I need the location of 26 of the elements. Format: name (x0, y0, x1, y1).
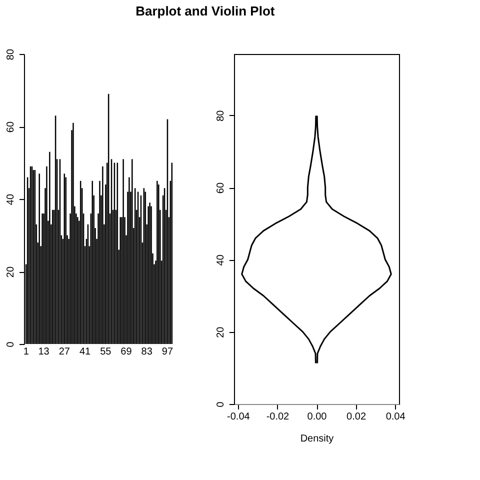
x-tick-label: 13 (38, 346, 50, 358)
x-tick-label: 1 (23, 346, 30, 358)
x-axis-title: Density (300, 434, 334, 444)
line-series (241, 116, 392, 364)
y-tick-label: 20 (216, 326, 226, 338)
x-tick-label: 55 (100, 346, 112, 358)
y-tick-label: 20 (6, 266, 16, 278)
x-tick-label: -0.04 (227, 412, 250, 422)
x-tick-label: 83 (141, 346, 153, 358)
x-tick-label: -0.02 (266, 412, 290, 422)
x-tick-label: 69 (120, 346, 132, 358)
y-tick-label: 80 (6, 48, 16, 60)
y-tick-label: 60 (6, 121, 16, 133)
x-tick-label: 27 (58, 346, 70, 358)
y-tick-label: 0 (6, 341, 16, 348)
x-tick-label: 0.02 (346, 412, 366, 422)
y-tick-label: 60 (216, 182, 226, 194)
x-tick-label: 0.00 (307, 412, 328, 422)
text: Barplot and Violin Plot (136, 3, 276, 18)
y-tick-label: 80 (216, 110, 226, 122)
y-tick-label: 0 (216, 401, 226, 408)
x-tick-label: 41 (79, 346, 92, 358)
x-tick-label: 97 (162, 346, 174, 358)
y-tick-label: 40 (6, 194, 16, 206)
y-tick-label: 40 (216, 254, 226, 266)
x-tick-label: 0.04 (386, 412, 406, 422)
